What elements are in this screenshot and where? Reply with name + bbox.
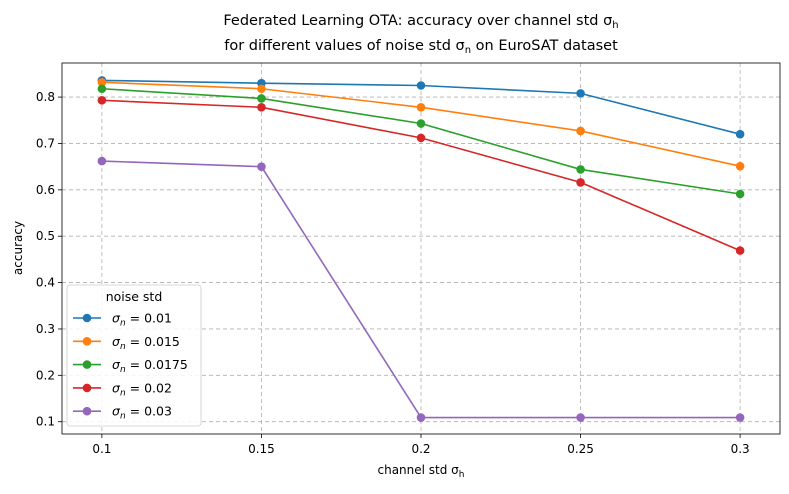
y-tick-label: 0.4 <box>36 276 55 290</box>
legend: noise std σn = 0.01 σn = 0.015 σn = 0.0175… <box>66 284 202 427</box>
data-point <box>257 162 266 171</box>
data-point <box>735 129 745 139</box>
data-point <box>97 96 107 105</box>
legend-box <box>66 284 202 427</box>
chart-title-line1: Federated Learning OTA: accuracy over ch… <box>223 13 618 31</box>
data-point <box>97 84 107 94</box>
legend-entry-4: σn = 0.03 <box>73 404 172 422</box>
data-point <box>416 81 426 90</box>
legend-entry-1: σn = 0.015 <box>73 334 180 352</box>
data-point <box>735 189 745 199</box>
y-tick-label: 0.7 <box>36 136 55 150</box>
legend-marker <box>82 313 92 323</box>
data-point <box>576 178 585 187</box>
data-point <box>735 246 745 255</box>
y-axis-label: accuracy <box>11 221 25 275</box>
legend-label: σn = 0.015 <box>112 334 180 352</box>
data-point <box>416 119 426 128</box>
plot-frame <box>61 62 781 435</box>
legend-label: σn = 0.0175 <box>112 357 188 375</box>
x-axis-label: channel std σh <box>377 463 464 480</box>
y-tick-label: 0.3 <box>36 322 55 336</box>
y-tick-label: 0.2 <box>36 368 55 382</box>
data-point <box>257 102 266 112</box>
series-line-4 <box>97 156 745 422</box>
legend-label: σn = 0.02 <box>112 380 172 398</box>
legend-label: σn = 0.03 <box>112 404 172 422</box>
data-point <box>735 413 745 422</box>
x-tick-label: 0.15 <box>248 442 275 456</box>
data-point <box>257 94 266 103</box>
data-point <box>97 156 107 166</box>
data-series <box>97 76 745 422</box>
series-line-1 <box>97 77 745 171</box>
x-tick-label: 0.3 <box>731 442 750 456</box>
axis-ticks: 0.1 0.15 0.2 0.25 0.3 0.1 0.2 0.3 0.4 0.5 0.6 0.7 0.… <box>36 90 750 456</box>
data-point <box>576 126 585 136</box>
data-point <box>576 165 585 174</box>
data-point <box>735 161 745 171</box>
y-tick-label: 0.8 <box>36 90 55 104</box>
legend-marker <box>82 360 92 369</box>
data-point <box>576 89 585 98</box>
data-point <box>576 413 585 422</box>
legend-marker <box>82 406 92 416</box>
legend-title: noise std <box>106 289 163 304</box>
series-line-0 <box>97 76 745 139</box>
data-point <box>97 77 107 87</box>
x-tick-label: 0.1 <box>92 442 111 456</box>
y-tick-label: 0.5 <box>36 229 55 243</box>
legend-entry-3: σn = 0.02 <box>73 380 172 398</box>
data-point <box>257 84 266 94</box>
data-point <box>416 102 426 112</box>
chart-title-line2: for different values of noise std σn on … <box>224 38 618 56</box>
series-line-3 <box>97 96 745 255</box>
legend-entry-0: σn = 0.01 <box>73 311 172 329</box>
legend-marker <box>82 383 92 393</box>
data-point <box>416 413 426 422</box>
y-tick-label: 0.6 <box>36 183 55 197</box>
y-tick-label: 0.1 <box>36 415 55 429</box>
x-tick-label: 0.2 <box>411 442 430 456</box>
legend-entry-2: σn = 0.0175 <box>73 357 188 375</box>
legend-marker <box>82 337 92 346</box>
series-line-2 <box>97 84 745 199</box>
legend-label: σn = 0.01 <box>112 311 172 329</box>
data-point <box>416 133 426 143</box>
x-tick-label: 0.25 <box>567 442 594 456</box>
